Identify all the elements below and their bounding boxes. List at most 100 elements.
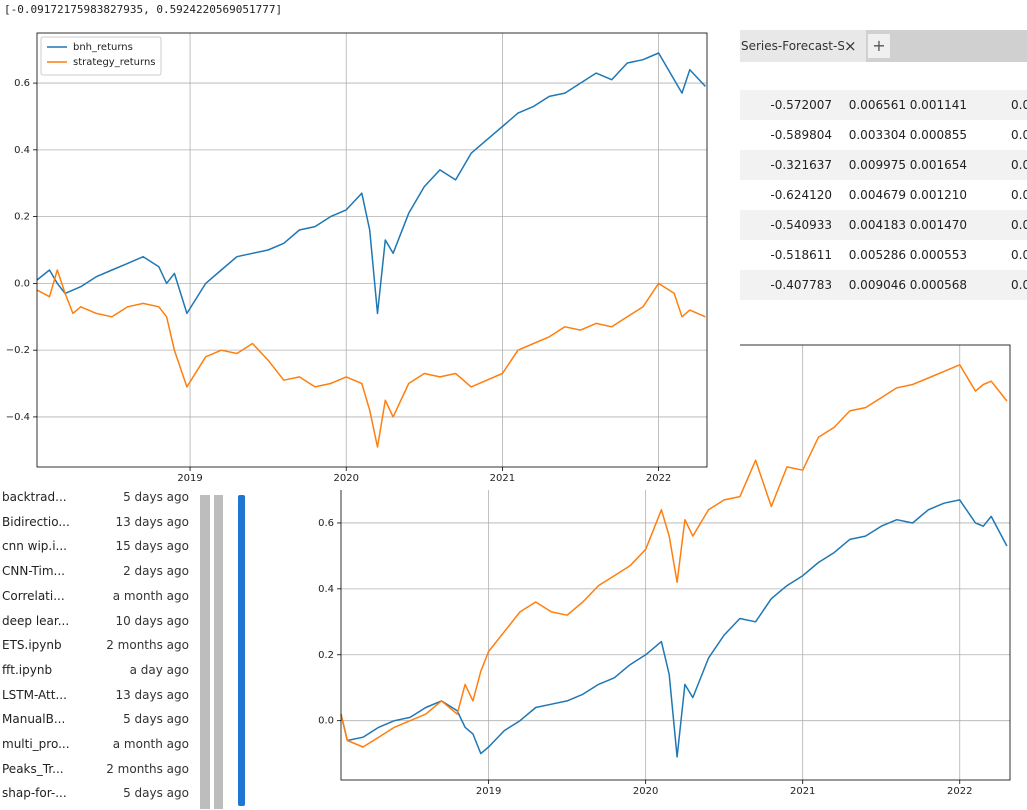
file-name: CNN-Tim... [2,564,65,579]
file-row[interactable]: ETS.ipynb 2 months ago [0,634,300,658]
table-cell: -0.589804 [770,128,832,142]
file-modified: 2 months ago [106,638,189,653]
file-modified: 13 days ago [115,687,189,702]
file-modified: 5 days ago [123,712,189,727]
file-row[interactable]: ManualB... 5 days ago [0,708,300,732]
file-row[interactable]: CNN-Tim... 2 days ago [0,560,300,584]
y-tick-label: 0.2 [318,650,334,661]
y-tick-label: 0.0 [14,278,30,289]
file-browser: backtrad... 5 days ago Bidirectio... 13 day… [0,486,300,810]
x-tick-label: 2020 [633,786,658,797]
table-row: -0.518611 0.005286 0.000553 0.0 [740,240,1027,270]
file-name: deep lear... [2,613,70,628]
file-row[interactable]: multi_pro... a month ago [0,733,300,757]
column-scrollbar[interactable] [200,495,210,809]
file-name: ETS.ipynb [2,638,62,653]
file-name: cnn wip.i... [2,539,67,554]
table-row: -0.407783 0.009046 0.000568 0.0 [740,270,1027,300]
table-cell: 0.006561 [848,98,906,112]
file-name: LSTM-Att... [2,687,67,702]
file-modified: a month ago [112,588,189,603]
x-tick-label: 2022 [947,786,972,797]
file-name: shap-for-... [2,786,67,801]
table-cell: 0.009046 [848,278,906,292]
table-cell: 0.0 [1011,188,1027,202]
file-row[interactable]: Correlati... a month ago [0,585,300,609]
table-cell: 0.0 [1011,278,1027,292]
file-modified: 13 days ago [115,514,189,529]
table-cell: 0.0 [1011,248,1027,262]
x-tick-label: 2022 [646,473,671,484]
add-tab-button[interactable]: + [868,34,890,58]
x-tick-label: 2019 [476,786,501,797]
table-cell: 0.001470 [909,218,967,232]
table-row: -0.321637 0.009975 0.001654 0.0 [740,150,1027,180]
x-tick-label: 2021 [490,473,515,484]
table-cell: 0.0 [1011,98,1027,112]
tab[interactable]: Series-Forecast-Se × [740,30,866,62]
file-name: fft.ipynb [2,662,53,677]
file-modified: a day ago [129,662,189,677]
file-row[interactable]: Bidirectio... 13 days ago [0,511,300,535]
chart: [-0.09172175983827935, 0.592422056905177… [0,0,740,490]
table-cell: 0.004183 [848,218,906,232]
file-modified: 5 days ago [123,786,189,801]
legend-box [40,36,162,76]
file-name: Correlati... [2,588,65,603]
file-modified: 5 days ago [123,490,189,504]
table-cell: -0.624120 [770,188,832,202]
scrollbar[interactable] [238,495,245,806]
table-cell: 0.0 [1011,158,1027,172]
legend-label: strategy_returns [73,57,156,68]
y-tick-label: 0.2 [14,212,30,223]
table-cell: 0.0 [1011,128,1027,142]
file-row[interactable]: cnn wip.i... 15 days ago [0,535,300,559]
line [340,364,1008,748]
x-tick-label: 2020 [334,473,359,484]
y-tick-label: −0.4 [6,412,30,423]
table-cell: 0.001654 [909,158,967,172]
file-row[interactable]: deep lear... 10 days ago [0,610,300,634]
file-name: ManualB... [2,712,66,727]
file-row[interactable]: fft.ipynb a day ago [0,659,300,683]
table-cell: 0.005286 [848,248,906,262]
table-cell: 0.0 [1011,218,1027,232]
table-cell: 0.001210 [909,188,967,202]
table-row: -0.589804 0.003304 0.000855 0.0 [740,120,1027,150]
file-row[interactable]: backtrad... 5 days ago [0,486,300,510]
y-tick-label: 0.4 [14,145,30,156]
file-row[interactable]: LSTM-Att... 13 days ago [0,684,300,708]
y-tick-label: 0.6 [14,78,30,89]
output-text: [-0.09172175983827935, 0.592422056905177… [4,3,282,16]
table-cell: 0.000568 [909,278,967,292]
table-cell: 0.000855 [909,128,967,142]
table-row: -0.624120 0.004679 0.001210 0.0 [740,180,1027,210]
tab-title[interactable]: Series-Forecast-Se [741,39,853,53]
file-modified: 2 months ago [106,761,189,776]
file-modified: 10 days ago [115,613,189,628]
file-row[interactable]: Peaks_Tr... 2 months ago [0,758,300,782]
plot-frame [36,32,708,468]
y-tick-label: 0.6 [318,518,334,529]
table-cell: 0.001141 [909,98,967,112]
line [340,499,1008,758]
legend-label: bnh_returns [73,42,133,53]
file-row[interactable]: shap-for-... 5 days ago [0,782,300,806]
line [36,269,706,448]
file-name: Peaks_Tr... [2,761,64,776]
table-cell: 0.000553 [909,248,967,262]
table-cell: -0.540933 [770,218,832,232]
file-name: Bidirectio... [2,514,70,529]
table-cell: 0.003304 [848,128,906,142]
table-cell: -0.572007 [770,98,832,112]
tab-close[interactable]: × [844,30,858,62]
column-scrollbar[interactable] [214,495,223,809]
line [36,52,706,315]
table-row: -0.540933 0.004183 0.001470 0.0 [740,210,1027,240]
file-modified: 15 days ago [115,539,189,554]
file-name: backtrad... [2,490,67,504]
y-tick-label: −0.2 [6,345,30,356]
file-name: multi_pro... [2,737,70,751]
table-cell: -0.407783 [770,278,832,292]
